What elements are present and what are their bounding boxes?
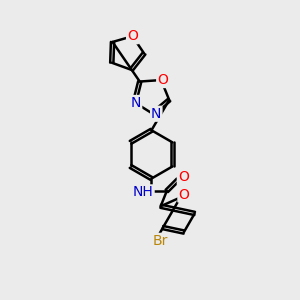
- Text: O: O: [127, 29, 138, 43]
- Text: N: N: [138, 185, 148, 200]
- Text: N: N: [151, 107, 161, 121]
- Text: N: N: [131, 96, 141, 110]
- Text: O: O: [178, 188, 189, 202]
- Text: O: O: [157, 73, 168, 87]
- Text: Br: Br: [152, 234, 168, 248]
- Text: NH: NH: [133, 185, 154, 200]
- Text: O: O: [178, 170, 189, 184]
